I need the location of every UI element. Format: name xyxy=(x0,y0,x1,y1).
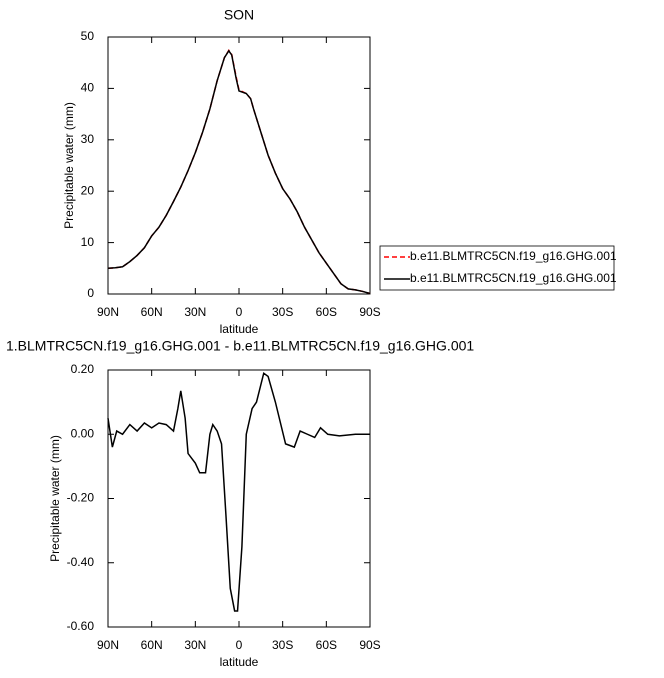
y-tick-label: 0.20 xyxy=(71,362,95,376)
x-tick-label: 0 xyxy=(236,305,243,319)
y-tick-label: -0.60 xyxy=(67,619,95,633)
legend-box xyxy=(379,245,615,291)
plot-frame xyxy=(107,36,371,295)
x-tick-label: 90S xyxy=(359,305,380,319)
y-tick-label: 10 xyxy=(81,235,95,249)
legend-label: b.e11.BLMTRC5CN.f19_g16.GHG.001 xyxy=(410,249,617,263)
y-tick-label: 50 xyxy=(81,29,95,43)
chart-title: SON xyxy=(224,7,254,23)
y-tick-label: 40 xyxy=(81,81,95,95)
x-tick-label: 90N xyxy=(97,638,119,652)
x-tick-label: 30N xyxy=(184,305,206,319)
y-tick-label: 20 xyxy=(81,183,95,197)
y-tick-label: -0.20 xyxy=(67,491,95,505)
x-tick-label: 60S xyxy=(316,638,337,652)
y-tick-label: 30 xyxy=(81,132,95,146)
data-line xyxy=(107,48,371,295)
x-axis-label: latitude xyxy=(220,655,259,669)
x-tick-label: 30N xyxy=(184,638,206,652)
y-axis-label: Precipitable water (mm) xyxy=(62,102,76,229)
data-line xyxy=(107,49,371,295)
x-tick-label: 90S xyxy=(359,638,380,652)
y-tick-label: -0.40 xyxy=(67,555,95,569)
x-tick-label: 30S xyxy=(272,305,293,319)
x-tick-label: 60S xyxy=(316,305,337,319)
x-tick-label: 30S xyxy=(272,638,293,652)
chart-title: 1.BLMTRC5CN.f19_g16.GHG.001 - b.e11.BLMT… xyxy=(6,338,474,354)
legend-label: b.e11.BLMTRC5CN.f19_g16.GHG.001 xyxy=(410,271,617,285)
y-axis-label: Precipitable water (mm) xyxy=(48,435,62,562)
x-axis-label: latitude xyxy=(220,322,259,336)
x-tick-label: 60N xyxy=(141,638,163,652)
x-tick-label: 0 xyxy=(236,638,243,652)
x-tick-label: 60N xyxy=(141,305,163,319)
data-line xyxy=(107,371,370,612)
x-tick-label: 90N xyxy=(97,305,119,319)
y-tick-label: 0 xyxy=(87,286,94,300)
y-tick-label: 0.00 xyxy=(71,426,95,440)
